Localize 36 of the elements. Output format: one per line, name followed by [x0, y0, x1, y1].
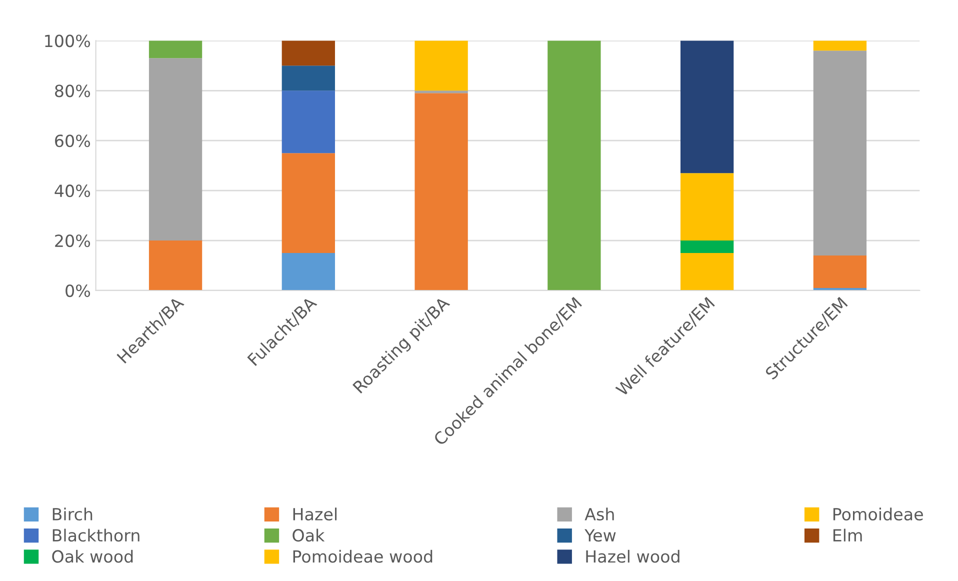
bar: [680, 40, 734, 174]
legend-label: Yew: [584, 529, 616, 542]
legend-label: Hazel: [293, 508, 337, 521]
y-tick-label: 100%: [45, 34, 90, 48]
legend-label: Pomoideae: [833, 508, 923, 521]
bar: [148, 58, 202, 241]
legend-label: Oak: [292, 528, 325, 542]
bar: [414, 90, 468, 94]
bar: [148, 40, 202, 58]
legend-label: Ash: [584, 508, 614, 521]
legend-label: Oak wood: [52, 550, 133, 563]
legend-label: Blackthorn: [52, 528, 140, 542]
bar: [148, 240, 202, 290]
bar: [813, 40, 867, 51]
legend-label: Birch: [52, 508, 92, 521]
bar: [813, 50, 867, 256]
bar: [680, 240, 734, 254]
bar: [813, 256, 867, 288]
y-tick-label: 0%: [66, 284, 90, 298]
bar: [282, 153, 335, 254]
legend-label: Hazel wood: [586, 550, 680, 563]
bar: [282, 66, 335, 91]
y-tick-label: 20%: [55, 234, 90, 248]
y-tick-label: 60%: [55, 134, 90, 148]
bar: [680, 253, 734, 290]
bar: [414, 40, 468, 91]
legend-label: Pomoideae wood: [293, 550, 432, 563]
y-tick-label: 80%: [55, 84, 90, 98]
bar: [680, 173, 734, 241]
bar: [282, 253, 335, 290]
legend-label: Elm: [833, 528, 862, 542]
bar: [414, 93, 468, 290]
y-tick-label: 40%: [54, 184, 90, 198]
bar: [282, 90, 335, 154]
bar: [548, 40, 601, 290]
bar: [282, 40, 335, 66]
